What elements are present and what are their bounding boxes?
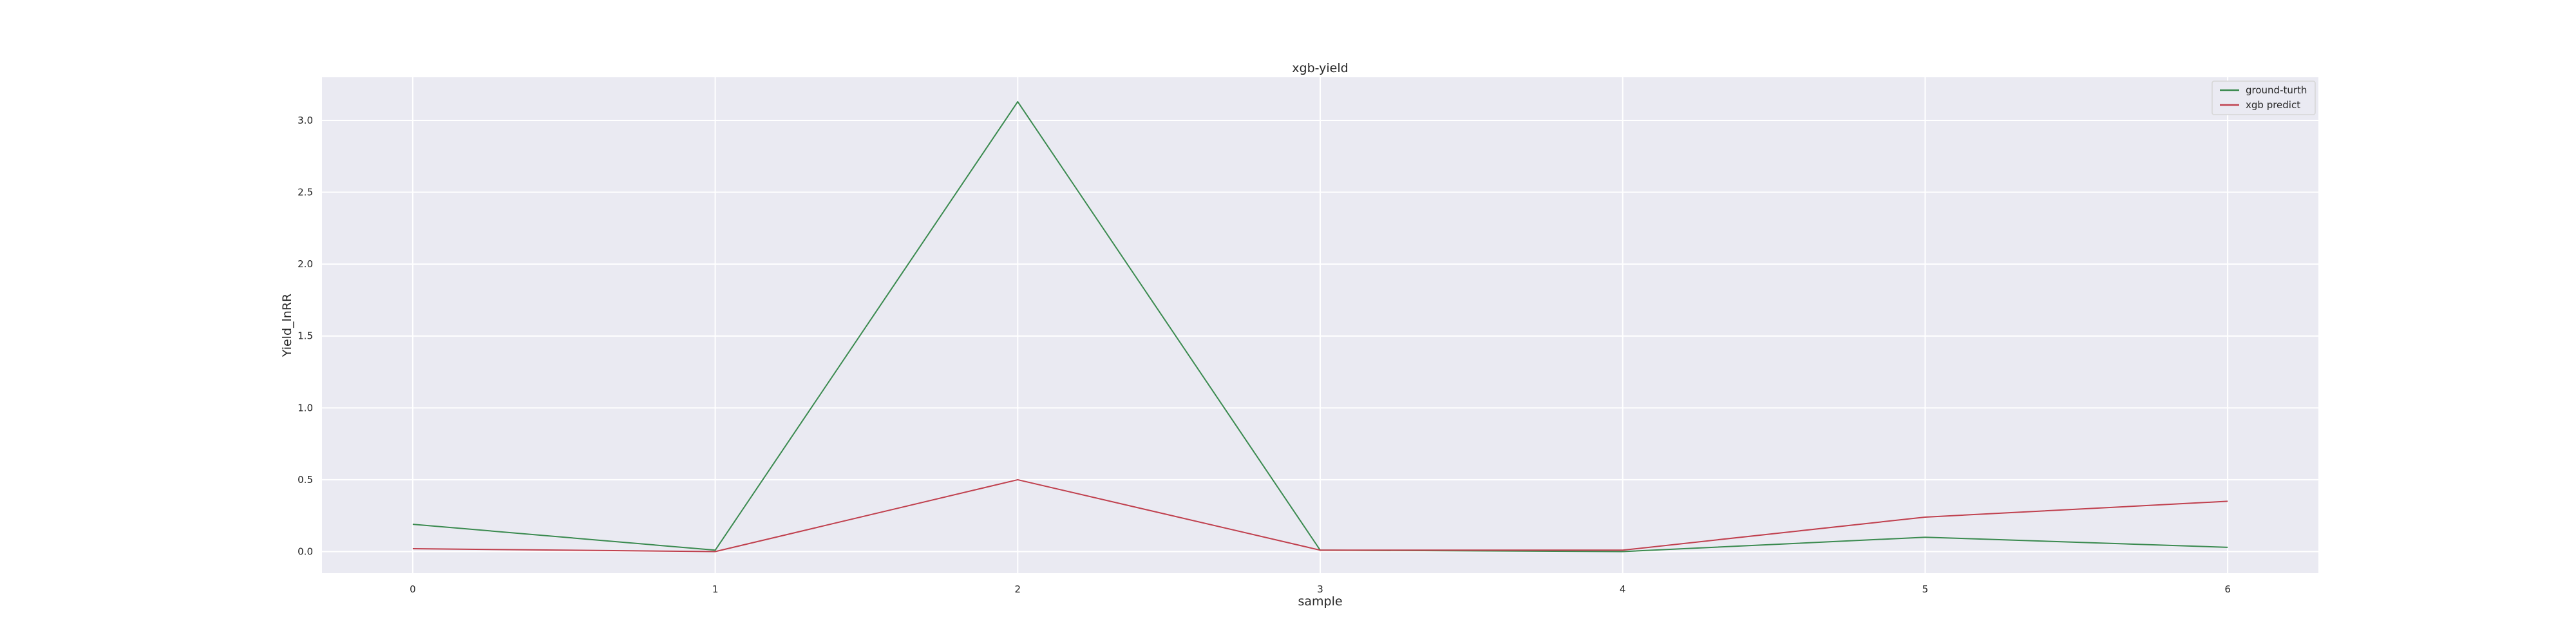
x-tick-label: 0 [410, 583, 416, 595]
y-tick-label: 3.0 [298, 115, 313, 126]
chart-title: xgb-yield [1292, 61, 1348, 75]
x-gridlines [412, 77, 2229, 573]
x-tick-labels: 0 1 2 3 4 5 6 [410, 583, 2231, 595]
x-tick-label: 3 [1317, 583, 1323, 595]
y-tick-label: 1.0 [298, 402, 313, 413]
x-tick-label: 4 [1620, 583, 1626, 595]
y-tick-label: 0.5 [298, 474, 313, 486]
legend-label-ground-turth: ground-turth [2246, 84, 2307, 96]
x-tick-label: 5 [1922, 583, 1929, 595]
x-axis-label: sample [1298, 594, 1342, 609]
series-layer [412, 100, 2228, 553]
y-tick-label: 2.0 [298, 258, 313, 270]
legend-label-xgb-predict: xgb predict [2246, 99, 2300, 111]
y-tick-label: 2.5 [298, 187, 313, 198]
series-line-xgb-predict [412, 478, 2228, 553]
y-tick-labels: 0.0 0.5 1.0 1.5 2.0 2.5 3.0 [298, 115, 313, 558]
x-tick-label: 6 [2224, 583, 2231, 595]
y-tick-label: 1.5 [298, 330, 313, 342]
y-tick-label: 0.0 [298, 546, 313, 558]
x-tick-label: 1 [712, 583, 719, 595]
x-tick-label: 2 [1015, 583, 1021, 595]
legend: ground-turth xgb predict [2211, 80, 2316, 115]
y-axis-label: Yield_lnRR [280, 294, 294, 357]
